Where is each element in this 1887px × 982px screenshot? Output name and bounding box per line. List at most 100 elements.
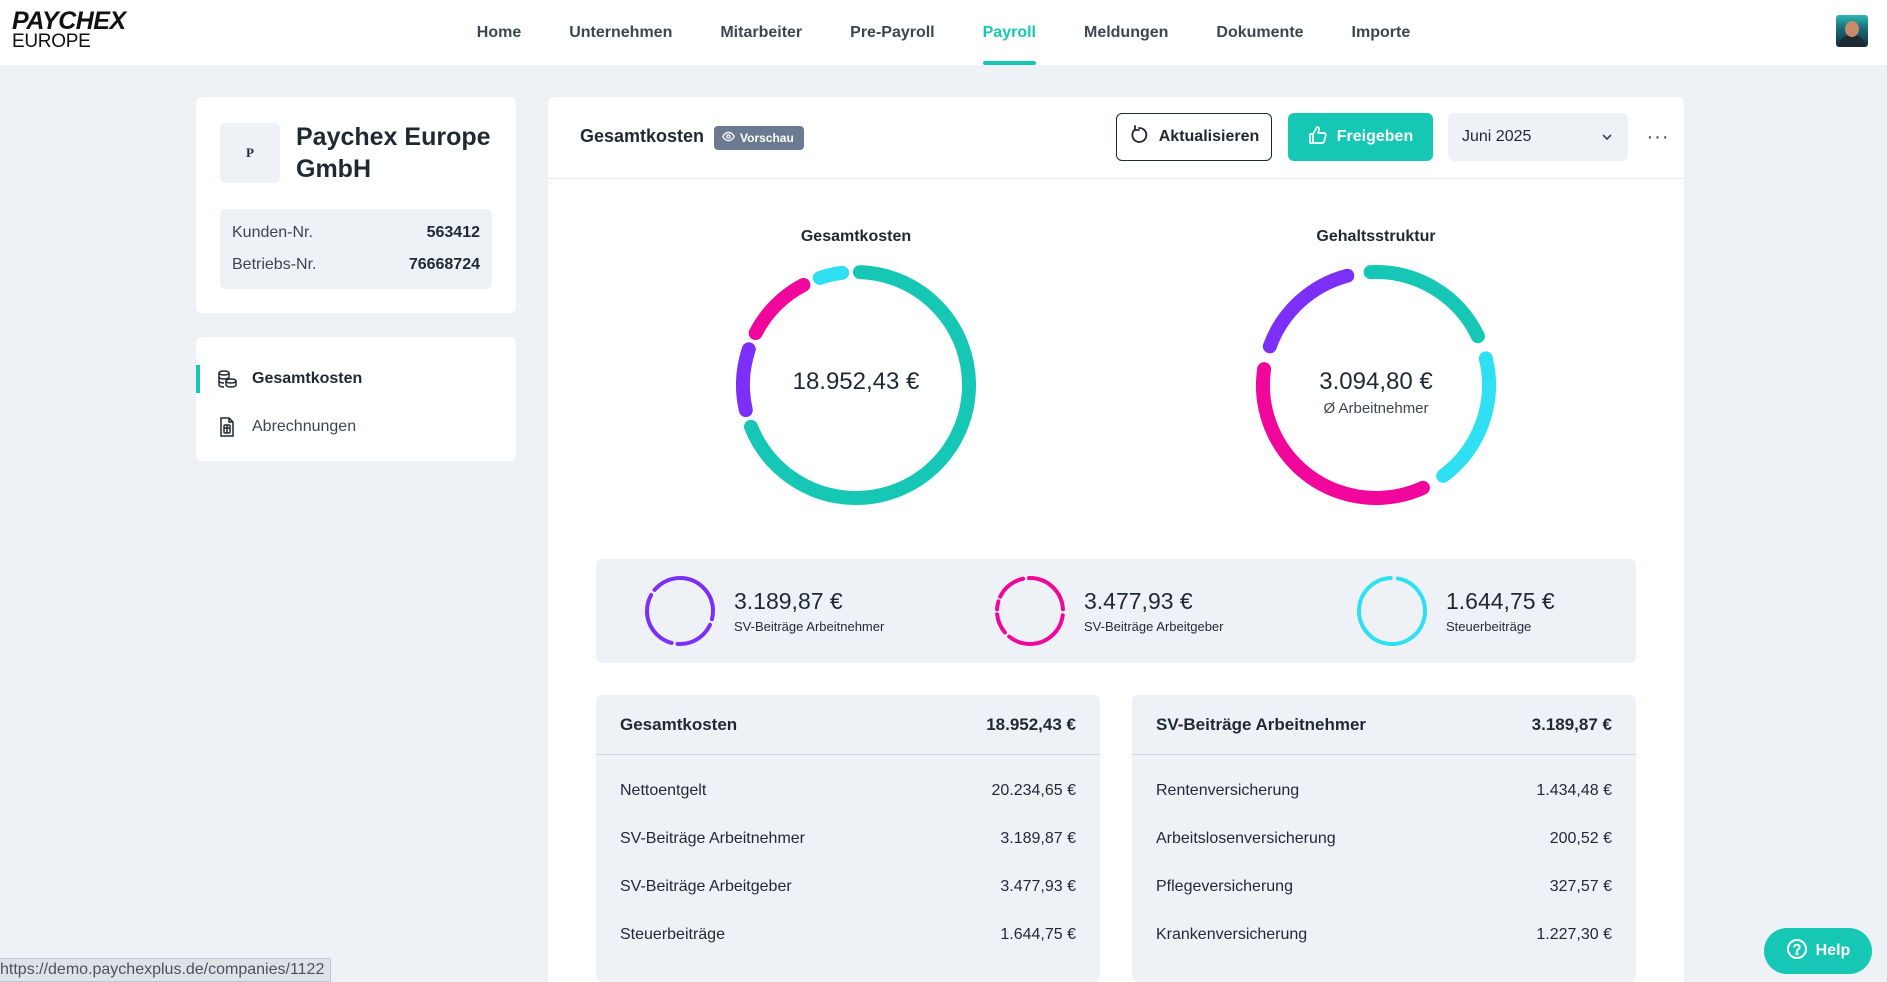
company-ids: Kunden-Nr. 563412 Betriebs-Nr. 76668724 bbox=[220, 209, 492, 289]
row-value: 20.234,65 € bbox=[991, 782, 1076, 799]
sidebar-item-label: Abrechnungen bbox=[252, 418, 357, 435]
table-header: Gesamtkosten 18.952,43 € bbox=[596, 695, 1100, 755]
page-title: Gesamtkosten bbox=[580, 126, 705, 146]
nav-meldungen[interactable]: Meldungen bbox=[1083, 23, 1169, 41]
table-row: Nettoentgelt 20.234,65 € bbox=[596, 767, 1100, 815]
total-cost-value: 18.952,43 € bbox=[792, 368, 920, 395]
chevron-down-icon bbox=[1600, 130, 1614, 149]
salary-structure-donut-segment-4 bbox=[1256, 265, 1496, 505]
preview-badge-label: Vorschau bbox=[740, 131, 794, 145]
help-button[interactable]: Help bbox=[1764, 928, 1872, 974]
table-row: SV-Beiträge Arbeitgeber 3.477,93 € bbox=[596, 863, 1100, 911]
row-value: 3.477,93 € bbox=[1000, 878, 1076, 895]
table-row: Rentenversicherung 1.434,48 € bbox=[1132, 767, 1636, 815]
legend-label: SV-Beiträge Arbeitgeber bbox=[1084, 619, 1224, 634]
salary-structure-donut-segment-3 bbox=[1256, 265, 1496, 505]
period-select-value: Juni 2025 bbox=[1462, 128, 1532, 145]
table-row: Steuerbeiträge 1.644,75 € bbox=[596, 911, 1100, 959]
operation-number-value: 76668724 bbox=[408, 256, 480, 273]
salary-average-label: Ø Arbeitnehmer bbox=[1323, 400, 1429, 417]
user-avatar[interactable] bbox=[1836, 15, 1868, 47]
row-label: SV-Beiträge Arbeitgeber bbox=[620, 878, 792, 895]
more-options-button[interactable]: ··· bbox=[1646, 125, 1670, 148]
avatar-face bbox=[1845, 21, 1859, 37]
row-value: 3.189,87 € bbox=[1000, 830, 1076, 847]
table-body: Nettoentgelt 20.234,65 € SV-Beiträge Arbe… bbox=[596, 755, 1100, 959]
company-logo: P bbox=[220, 123, 280, 183]
total-cost-chart-title: Gesamtkosten bbox=[800, 228, 912, 245]
legend-label: Steuerbeiträge bbox=[1446, 619, 1532, 634]
total-cost-donut-segment-4 bbox=[736, 265, 976, 505]
nav-home[interactable]: Home bbox=[476, 23, 522, 41]
operation-number-label: Betriebs-Nr. bbox=[232, 256, 317, 273]
avatar-shoulders bbox=[1839, 35, 1865, 47]
customer-number-value: 563412 bbox=[426, 224, 480, 241]
table-row: Arbeitslosenversicherung 200,52 € bbox=[1132, 815, 1636, 863]
salary-structure-center: 3.094,80 € Ø Arbeitnehmer bbox=[1251, 368, 1501, 417]
main-panel: Gesamtkosten Vorschau Aktualisieren bbox=[548, 97, 1684, 982]
preview-badge: Vorschau bbox=[714, 126, 804, 150]
refresh-button-label: Aktualisieren bbox=[1158, 128, 1260, 145]
total-cost-donut-segment-1 bbox=[736, 265, 976, 505]
row-label: Arbeitslosenversicherung bbox=[1156, 830, 1336, 847]
table-body: Rentenversicherung 1.434,48 € Arbeitslose… bbox=[1132, 755, 1636, 959]
table-total: 3.189,87 € bbox=[1531, 714, 1612, 734]
row-label: Nettoentgelt bbox=[620, 782, 707, 799]
logo-line-1: PAYCHEX bbox=[12, 7, 126, 35]
logo-line-2: EUROPE bbox=[12, 31, 91, 52]
legend-value: 3.477,93 € bbox=[1084, 588, 1193, 614]
legend-value: 3.189,87 € bbox=[734, 588, 843, 614]
total-cost-donut-segment-2 bbox=[736, 265, 976, 505]
sv-employee-table: SV-Beiträge Arbeitnehmer 3.189,87 € Rent… bbox=[1132, 695, 1636, 982]
salary-structure-chart-title: Gehaltsstruktur bbox=[1316, 228, 1436, 245]
row-value: 327,57 € bbox=[1549, 878, 1612, 895]
nav-dokumente[interactable]: Dokumente bbox=[1216, 23, 1304, 41]
dashed-ring-icon bbox=[645, 576, 715, 646]
row-label: Pflegeversicherung bbox=[1156, 878, 1293, 895]
company-name: Paychex Europe GmbH bbox=[296, 123, 491, 183]
eye-icon bbox=[722, 130, 735, 146]
table-header: SV-Beiträge Arbeitnehmer 3.189,87 € bbox=[1132, 695, 1636, 755]
total-cost-donut-segment-3 bbox=[736, 265, 977, 505]
table-title: Gesamtkosten bbox=[620, 714, 738, 734]
row-value: 1.644,75 € bbox=[1000, 926, 1076, 943]
approve-button[interactable]: Freigeben bbox=[1288, 113, 1433, 161]
salary-structure-donut-chart bbox=[1256, 264, 1496, 505]
sidebar-item-gesamtkosten[interactable]: Gesamtkosten bbox=[196, 359, 516, 399]
total-cost-donut-chart bbox=[736, 265, 977, 505]
total-cost-table: Gesamtkosten 18.952,43 € Nettoentgelt 20.… bbox=[596, 695, 1100, 982]
company-card: P Paychex Europe GmbH Kunden-Nr. 563412 … bbox=[196, 97, 516, 313]
row-label: Rentenversicherung bbox=[1156, 782, 1300, 799]
sidebar-item-label: Gesamtkosten bbox=[252, 370, 363, 387]
nav-payroll[interactable]: Payroll bbox=[959, 0, 1060, 65]
nav-importe[interactable]: Importe bbox=[1351, 23, 1411, 41]
nav-mitarbeiter[interactable]: Mitarbeiter bbox=[720, 23, 803, 41]
browser-status-url: https://demo.paychexplus.de/companies/11… bbox=[0, 958, 332, 982]
question-icon bbox=[1786, 938, 1808, 965]
sidebar-item-abrechnungen[interactable]: Abrechnungen bbox=[196, 407, 516, 447]
coins-stack-icon bbox=[216, 368, 238, 390]
cost-breakdown-legend: 3.189,87 € SV-Beiträge Arbeitnehmer 3.47… bbox=[596, 559, 1636, 663]
row-value: 200,52 € bbox=[1549, 830, 1612, 847]
legend-item-tax: 1.644,75 € Steuerbeiträge bbox=[1356, 575, 1555, 647]
nav-unternehmen[interactable]: Unternehmen bbox=[569, 23, 673, 41]
nav-pre-payroll[interactable]: Pre-Payroll bbox=[850, 23, 935, 41]
salary-structure-donut-segment-2 bbox=[1256, 265, 1496, 505]
salary-structure-donut-segment-1 bbox=[1256, 264, 1496, 505]
legend-item-sv-employee: 3.189,87 € SV-Beiträge Arbeitnehmer bbox=[644, 575, 884, 647]
sidebar-menu: Gesamtkosten Abrechnungen bbox=[196, 337, 516, 461]
panel-header: Gesamtkosten Vorschau Aktualisieren bbox=[548, 97, 1684, 179]
legend-label: SV-Beiträge Arbeitnehmer bbox=[734, 619, 885, 634]
table-total: 18.952,43 € bbox=[986, 714, 1076, 734]
paychex-logo[interactable]: PAYCHEX EUROPE bbox=[12, 7, 126, 52]
refresh-icon bbox=[1129, 124, 1149, 150]
period-select[interactable]: Juni 2025 bbox=[1448, 113, 1628, 161]
legend-item-sv-employer: 3.477,93 € SV-Beiträge Arbeitgeber bbox=[994, 575, 1223, 647]
customer-number-label: Kunden-Nr. bbox=[232, 224, 313, 241]
total-cost-center: 18.952,43 € bbox=[731, 368, 981, 396]
row-value: 1.227,30 € bbox=[1536, 926, 1612, 943]
operation-number-row: Betriebs-Nr. 76668724 bbox=[232, 249, 480, 281]
refresh-button[interactable]: Aktualisieren bbox=[1116, 113, 1272, 161]
thumbs-up-icon bbox=[1308, 125, 1328, 150]
table-row: Krankenversicherung 1.227,30 € bbox=[1132, 911, 1636, 959]
